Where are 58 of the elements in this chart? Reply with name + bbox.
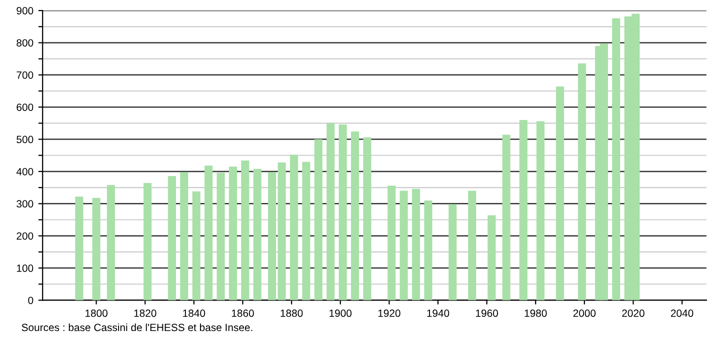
bar (278, 162, 286, 300)
bar (228, 166, 237, 300)
bar (253, 168, 262, 300)
source-note: Sources : base Cassini de l'EHESS et base Insee. (22, 323, 252, 332)
bar (192, 191, 200, 300)
bar (75, 196, 84, 300)
bar (363, 137, 372, 300)
bar (106, 184, 115, 300)
x-tick-label: 1900 (330, 310, 352, 317)
x-tick-label: 1800 (86, 310, 108, 317)
x-tick-label: 1940 (427, 310, 450, 317)
bar (400, 190, 408, 300)
bar (448, 204, 457, 300)
bar (168, 176, 176, 300)
bar (216, 172, 225, 300)
bar (241, 160, 250, 300)
bar (502, 134, 510, 300)
bar (612, 18, 620, 300)
y-tick-label: 700 (16, 71, 34, 79)
bar (144, 183, 152, 300)
x-tick-label: 1880 (280, 310, 303, 317)
bar (412, 188, 420, 300)
bar (468, 190, 476, 300)
y-tick-label: 100 (16, 264, 34, 272)
y-tick-label: 900 (16, 7, 34, 14)
bar (268, 172, 276, 300)
y-tick-label: 200 (16, 232, 34, 240)
x-tick-label: 2040 (670, 310, 694, 317)
bar (338, 124, 347, 300)
x-tick-label: 2020 (622, 310, 644, 317)
y-tick-label: 500 (16, 136, 34, 144)
y-tick-label: 600 (16, 104, 34, 111)
x-tick-label: 1960 (476, 310, 498, 317)
y-tick-label: 400 (16, 168, 34, 176)
bar (519, 120, 528, 300)
bar (92, 198, 100, 300)
x-tick-label: 1820 (134, 310, 156, 317)
bar (302, 162, 310, 300)
bar (204, 166, 213, 300)
bar (424, 200, 432, 300)
bar (326, 123, 335, 300)
y-tick-label: 800 (16, 39, 34, 47)
x-tick-label: 2000 (573, 310, 596, 317)
bar (556, 86, 564, 300)
bar (388, 186, 396, 300)
x-tick-label: 1840 (183, 310, 206, 317)
x-tick-label: 1860 (232, 310, 254, 317)
bar (578, 63, 586, 300)
bar (536, 121, 545, 300)
x-tick-label: 1920 (378, 310, 400, 317)
y-tick-label: 0 (28, 296, 34, 304)
x-tick-label: 1980 (524, 310, 547, 317)
bar (290, 154, 298, 300)
bar (488, 215, 496, 300)
bar (314, 139, 322, 300)
y-tick-label: 300 (16, 200, 34, 208)
bar (180, 172, 188, 300)
bar (350, 132, 360, 300)
